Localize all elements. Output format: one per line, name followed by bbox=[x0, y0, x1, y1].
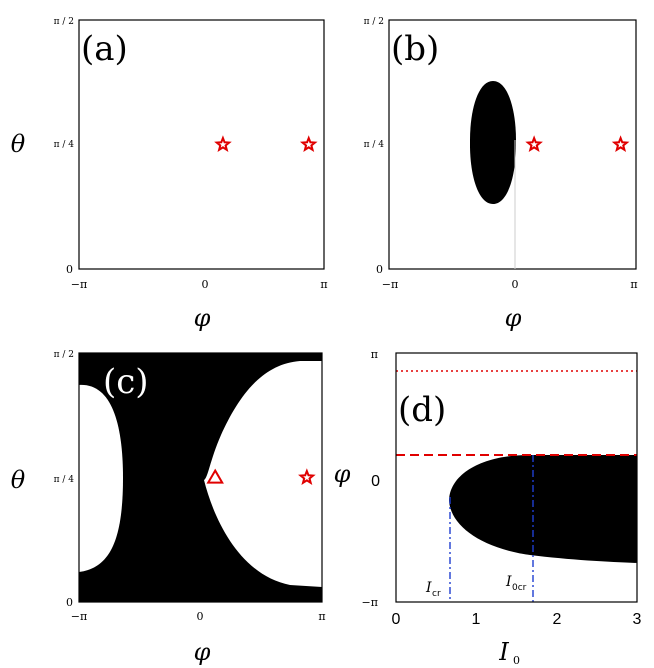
star-marker bbox=[299, 135, 318, 153]
x-tick-label: −π bbox=[382, 278, 398, 291]
star-marker bbox=[611, 135, 630, 153]
annotation-i0cr: I 0cr bbox=[505, 574, 527, 593]
black-region bbox=[470, 81, 516, 204]
triangle-marker bbox=[206, 468, 224, 484]
star-marker bbox=[298, 468, 316, 486]
x-axis-label: φ bbox=[194, 638, 211, 666]
star-marker bbox=[525, 135, 543, 153]
x-tick-label: 0 bbox=[197, 610, 204, 623]
panel-label: (b) bbox=[391, 29, 439, 69]
x-axis-label: I bbox=[498, 638, 509, 666]
annotation-symbol: I bbox=[425, 580, 432, 596]
marker-layer bbox=[214, 135, 318, 153]
x-tick-label: −π bbox=[71, 610, 87, 623]
y-tick-label: −π bbox=[362, 596, 378, 609]
y-tick-label: 0 bbox=[66, 263, 73, 276]
y-tick-label: π bbox=[371, 348, 378, 361]
y-tick-label: π / 2 bbox=[364, 17, 384, 27]
x-axis-label: φ bbox=[194, 304, 211, 332]
annotation-subscript: 0cr bbox=[512, 583, 527, 593]
x-tick-label: 1 bbox=[472, 611, 481, 628]
x-tick-label: π bbox=[320, 278, 327, 291]
y-tick-label: 0 bbox=[376, 263, 383, 276]
star-marker bbox=[214, 135, 232, 153]
y-tick-label: 0 bbox=[66, 596, 73, 609]
y-tick-label: 0 bbox=[371, 473, 380, 490]
y-tick-label: π / 2 bbox=[54, 350, 74, 360]
plot-frame bbox=[78, 19, 325, 270]
x-tick-label: 0 bbox=[392, 611, 401, 628]
black-region bbox=[449, 455, 637, 563]
panel-label: (d) bbox=[398, 390, 446, 430]
marker-layer bbox=[525, 135, 630, 153]
plot-frame bbox=[78, 352, 323, 603]
x-axis-label-subscript: 0 bbox=[513, 654, 520, 667]
x-tick-label: 2 bbox=[553, 611, 562, 628]
plot-frame bbox=[395, 352, 638, 603]
x-tick-label: 0 bbox=[202, 278, 209, 291]
annotation-icr: I cr bbox=[425, 580, 441, 599]
white-region-right bbox=[204, 361, 322, 587]
x-tick-label: π bbox=[318, 610, 325, 623]
annotation-symbol: I bbox=[505, 574, 512, 590]
panel-b: (b) π / 2 π / 4 0 −π 0 π φ bbox=[364, 17, 638, 332]
x-tick-label: −π bbox=[71, 278, 87, 291]
y-axis-label: θ bbox=[11, 130, 26, 158]
y-tick-label: π / 4 bbox=[364, 140, 385, 150]
x-axis-label: φ bbox=[505, 304, 522, 332]
panel-label: (a) bbox=[81, 29, 128, 69]
panel-d: (d) I cr I 0cr π 0 −π 0 1 2 3 I 0 φ bbox=[334, 348, 642, 667]
y-axis-label: θ bbox=[11, 466, 26, 494]
x-tick-label: π bbox=[630, 278, 637, 291]
y-tick-label: π / 4 bbox=[54, 475, 75, 485]
x-tick-label: 3 bbox=[633, 611, 642, 628]
white-region-left bbox=[79, 384, 123, 572]
panel-label: (c) bbox=[103, 362, 149, 402]
y-axis-label: φ bbox=[334, 460, 351, 488]
y-tick-label: π / 4 bbox=[54, 140, 75, 150]
annotation-subscript: cr bbox=[432, 589, 441, 599]
y-tick-label: π / 2 bbox=[54, 17, 74, 27]
panel-a: (a) π / 2 π / 4 0 −π 0 π φ θ bbox=[11, 17, 328, 332]
x-tick-label: 0 bbox=[512, 278, 519, 291]
marker-layer bbox=[206, 468, 316, 486]
panel-c: (c) π / 2 π / 4 0 −π 0 π φ θ bbox=[11, 350, 326, 666]
